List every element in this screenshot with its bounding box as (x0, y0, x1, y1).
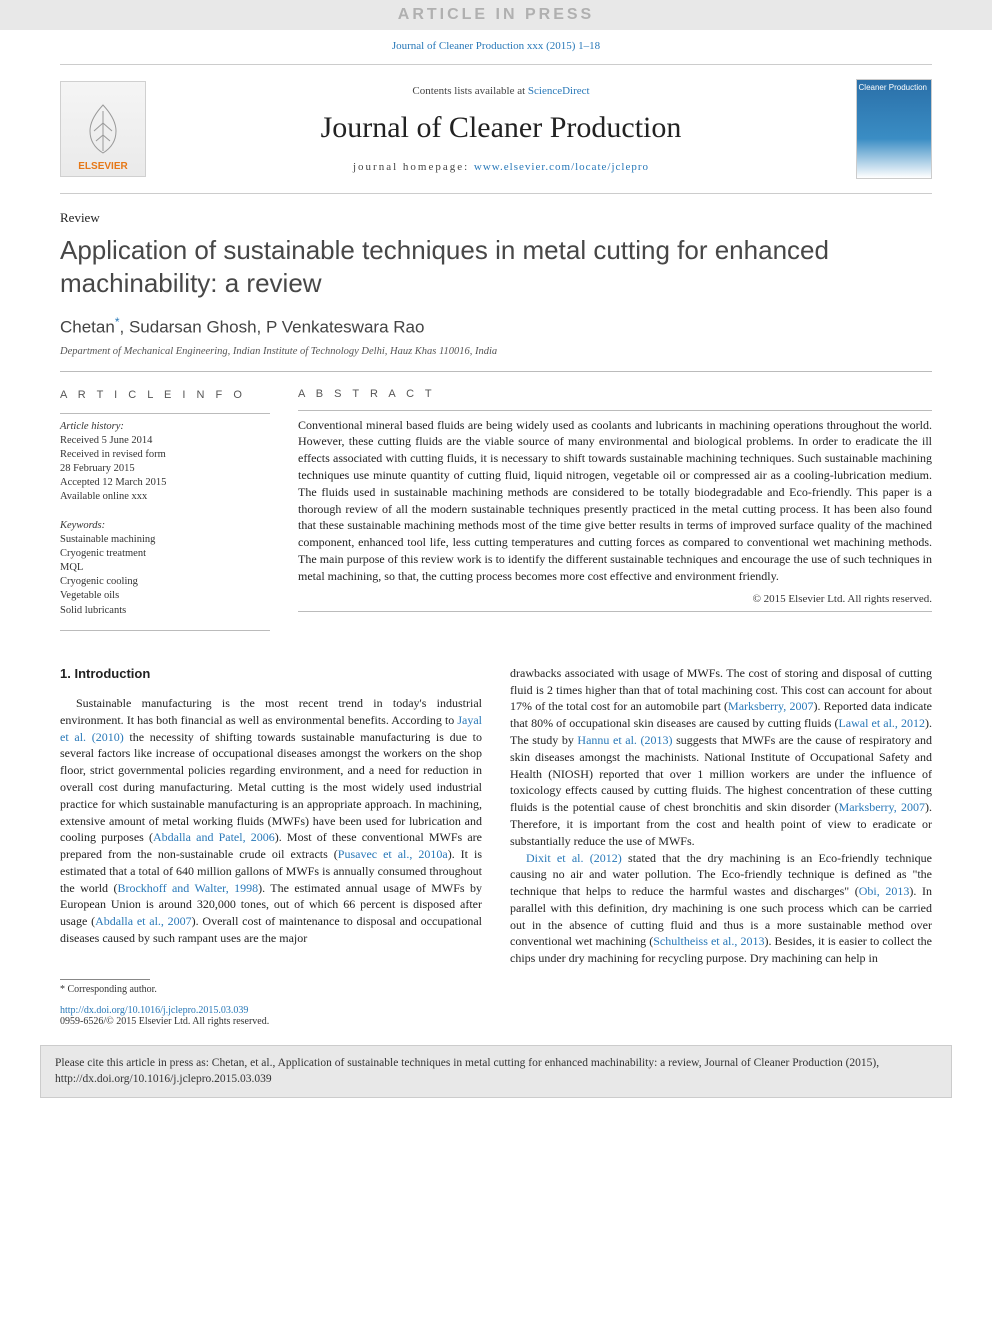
journal-cover-thumb: Cleaner Production (856, 79, 932, 179)
sciencedirect-link[interactable]: ScienceDirect (528, 85, 590, 97)
section-title: Introduction (74, 666, 150, 681)
abstract-heading: A B S T R A C T (298, 388, 932, 400)
history-line: Accepted 12 March 2015 (60, 476, 270, 490)
history-head: Article history: (60, 420, 270, 434)
history-line: Received 5 June 2014 (60, 434, 270, 448)
tree-icon (80, 101, 126, 157)
top-journal-name: Journal of Cleaner Production (392, 40, 524, 52)
elsevier-logo: ELSEVIER (60, 81, 146, 177)
info-rule-2 (60, 630, 270, 631)
intro-para-1: Sustainable manufacturing is the most re… (60, 695, 482, 947)
homepage-line: journal homepage: www.elsevier.com/locat… (146, 161, 856, 173)
history-line: Received in revised form (60, 448, 270, 462)
authors: Chetan*, Sudarsan Ghosh, P Venkateswara … (60, 315, 932, 338)
affiliation: Department of Mechanical Engineering, In… (60, 346, 932, 357)
body-columns: 1. Introduction Sustainable manufacturin… (60, 665, 932, 967)
keyword: Cryogenic cooling (60, 575, 270, 589)
article-header: Review Application of sustainable techni… (60, 210, 932, 631)
keyword: Cryogenic treatment (60, 547, 270, 561)
footnote-rule (60, 979, 150, 980)
issn-copyright: 0959-6526/© 2015 Elsevier Ltd. All right… (60, 1016, 932, 1027)
contents-line: Contents lists available at ScienceDirec… (146, 85, 856, 97)
cite-box: Please cite this article in press as: Ch… (40, 1045, 952, 1098)
doi-line: http://dx.doi.org/10.1016/j.jclepro.2015… (60, 1005, 932, 1016)
abstract-bottom-rule (298, 611, 932, 612)
keyword: Sustainable machining (60, 533, 270, 547)
section-heading: 1. Introduction (60, 665, 482, 683)
history-line: 28 February 2015 (60, 462, 270, 476)
masthead-center: Contents lists available at ScienceDirec… (146, 85, 856, 173)
divider (60, 371, 932, 372)
keyword: MQL (60, 561, 270, 575)
contents-prefix: Contents lists available at (412, 85, 527, 97)
masthead: ELSEVIER Contents lists available at Sci… (60, 64, 932, 194)
doi-link[interactable]: http://dx.doi.org/10.1016/j.jclepro.2015… (60, 1005, 248, 1016)
intro-para-3: Dixit et al. (2012) stated that the dry … (510, 850, 932, 968)
corresponding-footnote: * Corresponding author. (60, 984, 932, 995)
abstract-copyright: © 2015 Elsevier Ltd. All rights reserved… (298, 593, 932, 605)
abstract-rule (298, 410, 932, 411)
section-number: 1. (60, 666, 71, 681)
history-line: Available online xxx (60, 490, 270, 504)
article-type: Review (60, 210, 932, 226)
abstract-text: Conventional mineral based fluids are be… (298, 417, 932, 585)
homepage-link[interactable]: www.elsevier.com/locate/jclepro (474, 161, 649, 173)
abstract: A B S T R A C T Conventional mineral bas… (298, 388, 932, 631)
author-1: Chetan (60, 318, 115, 337)
article-title: Application of sustainable techniques in… (60, 234, 932, 299)
info-abstract-row: A R T I C L E I N F O Article history: R… (60, 388, 932, 631)
keywords-head: Keywords: (60, 519, 270, 533)
info-rule-1 (60, 413, 270, 414)
footnote-area: * Corresponding author. (60, 979, 932, 995)
journal-name: Journal of Cleaner Production (146, 111, 856, 145)
top-journal-ref: Journal of Cleaner Production xxx (2015)… (0, 30, 992, 56)
cover-title: Cleaner Production (859, 84, 927, 92)
intro-para-2: drawbacks associated with usage of MWFs.… (510, 665, 932, 850)
keyword: Solid lubricants (60, 604, 270, 618)
article-info-heading: A R T I C L E I N F O (60, 388, 270, 403)
banner-text: ARTICLE IN PRESS (398, 6, 594, 23)
in-press-banner: ARTICLE IN PRESS (0, 0, 992, 30)
homepage-prefix: journal homepage: (353, 161, 474, 173)
author-rest: , Sudarsan Ghosh, P Venkateswara Rao (120, 318, 425, 337)
elsevier-text: ELSEVIER (78, 161, 127, 172)
keyword: Vegetable oils (60, 589, 270, 603)
top-volume: xxx (2015) 1–18 (527, 40, 600, 52)
article-info: A R T I C L E I N F O Article history: R… (60, 388, 270, 631)
